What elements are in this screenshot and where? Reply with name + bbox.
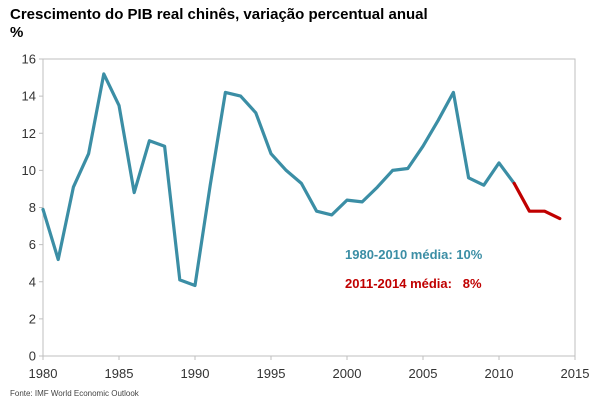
x-tick-label: 1980 [29,366,58,381]
y-tick-label: 6 [29,237,36,252]
y-tick-label: 12 [22,126,36,141]
x-tick-label: 1995 [257,366,286,381]
x-tick-label: 2000 [333,366,362,381]
x-tick-label: 1990 [181,366,210,381]
x-tick-label: 1985 [105,366,134,381]
x-axis: 1980 1985 1990 1995 2000 2005 2010 2015 [29,356,590,381]
series-layer [41,72,562,288]
source-note: Fonte: IMF World Economic Outlook [10,389,139,398]
chart-title: Crescimento do PIB real chinês, variação… [10,6,428,23]
x-tick-label: 2015 [561,366,590,381]
y-tick-label: 4 [29,274,36,289]
y-tick-label: 16 [22,52,36,67]
x-tick-label: 2010 [485,366,514,381]
y-tick-label: 14 [22,89,36,104]
plot-area [42,58,576,357]
series-line-1980-2011 [41,72,516,288]
series-line-2011-2014 [512,181,562,221]
y-axis-unit: % [10,24,24,41]
x-tick-label: 2005 [409,366,438,381]
y-tick-label: 10 [22,163,36,178]
y-axis: 0 2 4 6 8 10 12 14 16 [22,52,43,364]
y-tick-label: 8 [29,200,36,215]
annotation-2011-2014: 2011-2014 média: 8% [345,276,482,291]
annotation-1980-2010: 1980-2010 média: 10% [345,247,483,262]
y-tick-label: 2 [29,311,36,326]
y-tick-label: 0 [29,349,36,364]
